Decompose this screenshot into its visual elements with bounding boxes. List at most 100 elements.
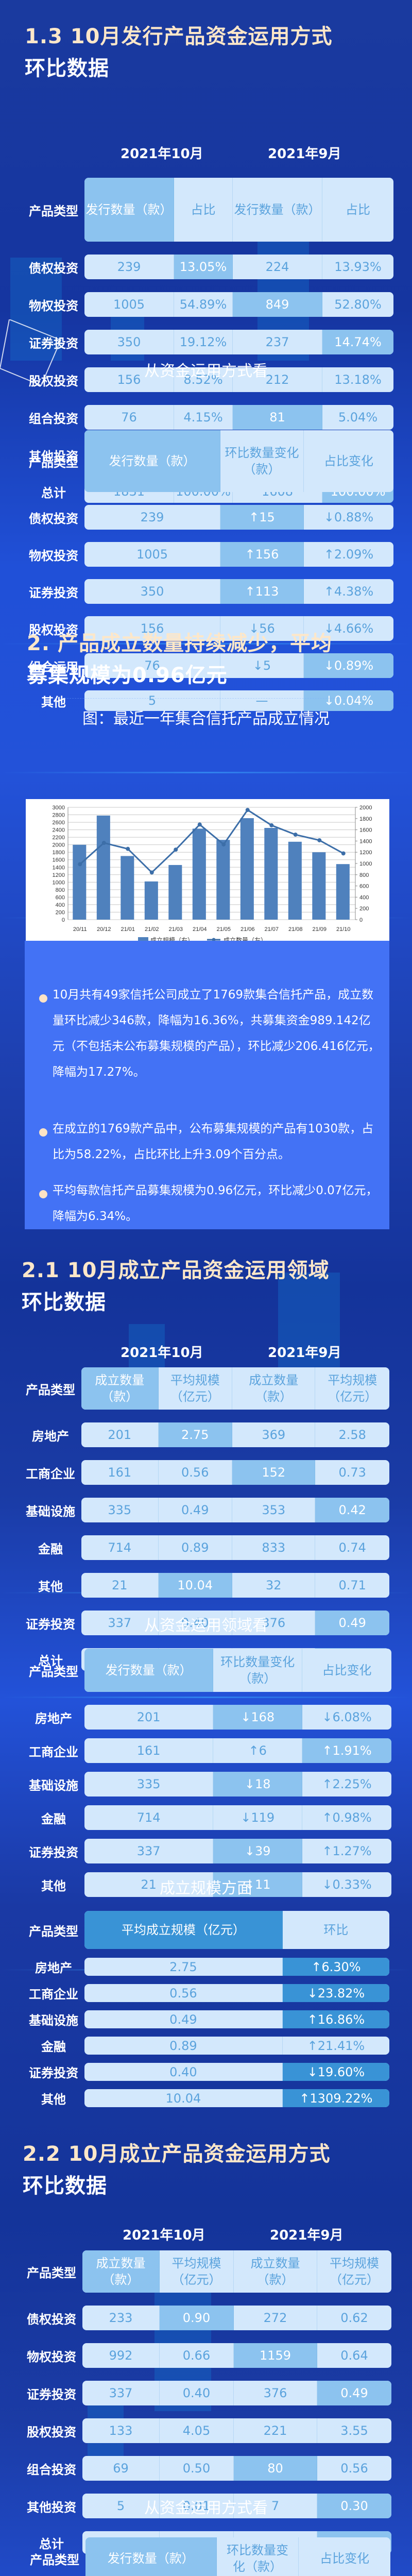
- cell: ↓39: [213, 1839, 303, 1863]
- section-title-line1: 1.3 10月发行产品资金运用方式: [25, 25, 333, 48]
- row-label: 房地产: [35, 1961, 72, 1975]
- svg-text:21/08: 21/08: [288, 926, 303, 933]
- divider: [46, 698, 366, 699]
- bullet-dot-icon: [39, 994, 47, 1003]
- row-label: 金融: [41, 1811, 66, 1826]
- bullet-dot-icon: [39, 1128, 47, 1137]
- bg-glow-line: [0, 772, 412, 773]
- row-label: 总计: [39, 2536, 64, 2551]
- header-cell: 发行数量（款）: [233, 178, 322, 242]
- svg-text:600: 600: [56, 894, 65, 901]
- table-row: 组合投资 76 4.15% 81 5.04%: [23, 405, 393, 430]
- cell: 4.15%: [174, 405, 233, 430]
- bullet-dot-icon: [39, 1190, 47, 1198]
- table-row: 其他 5— ↓0.04%: [23, 690, 393, 711]
- table-header-row: 产品类型 平均成立规模（亿元） 环比: [23, 1911, 389, 1949]
- svg-text:1400: 1400: [53, 865, 65, 871]
- row-label: 其他: [38, 1579, 63, 1594]
- summary-text-box: 10月共有49家信托公司成立了1769款集合信托产品，成立数量环比减少346款，…: [25, 941, 389, 1229]
- cell: 8.52%: [174, 367, 233, 392]
- svg-text:1200: 1200: [53, 872, 65, 878]
- table-row: 证券投资 350 ↑113 ↑4.38%: [23, 579, 393, 604]
- combo-chart: 0 200 400 600 800 1000 1200 1400 1600 1800 2000 220…: [26, 799, 389, 950]
- row-label: 其他: [41, 694, 66, 709]
- row-label: 工商企业: [29, 1987, 78, 2002]
- cell: 335: [81, 1498, 159, 1522]
- row-label: 股权投资: [27, 2425, 76, 2439]
- row-label: 工商企业: [29, 1744, 78, 1759]
- subsection-title: 成立规模方面: [160, 1879, 252, 1897]
- cell: ↑2.09%: [323, 547, 374, 562]
- table-row: 工商企业 161 0.56 152 0.73: [20, 1460, 389, 1485]
- cell: 13.18%: [334, 372, 382, 387]
- section-title-line2: 环比数据: [25, 57, 109, 80]
- table-row: 其他 10.04 ↑1309.22%: [23, 2089, 389, 2107]
- cell: ↑6.30%: [282, 1958, 389, 1976]
- section-2-2-title: 2.2 10月成立产品资金运用方式 环比数据: [23, 2138, 393, 2202]
- cell: 19.12%: [174, 330, 233, 354]
- cell: 156: [84, 367, 174, 392]
- table-row: 金融 714 0.89 833 0.74: [20, 1535, 389, 1560]
- year-oct-label: 2021年10月: [121, 1345, 203, 1361]
- svg-text:21/01: 21/01: [121, 926, 135, 933]
- table-row: 房地产 201 2.75 369 2.58: [20, 1422, 389, 1447]
- cell: ↓6.08%: [322, 1710, 372, 1724]
- header-cell: 平均规模（亿元）: [160, 2250, 234, 2293]
- row-label: 证券投资: [27, 2387, 76, 2402]
- header-cell: 平均规模（亿元）: [330, 2256, 379, 2287]
- row-label: 证券投资: [29, 2066, 78, 2080]
- header-cell: 发行数量（款）: [84, 178, 174, 242]
- cell: 5: [82, 2494, 160, 2518]
- svg-text:400: 400: [56, 902, 65, 908]
- table-row: 房地产 2.75 ↑6.30%: [23, 1958, 389, 1976]
- cell: 2.75: [84, 1958, 283, 1976]
- table-row: 物权投资 992 0.66 1159 0.64: [21, 2343, 391, 2368]
- cell: 0.73: [338, 1465, 366, 1480]
- table-row: 工商企业 161 ↑6 ↑1.91%: [23, 1738, 391, 1763]
- bullet-item: 10月共有49家信托公司成立了1769款集合信托产品，成立数量环比减少346款，…: [39, 982, 381, 1085]
- cell: 10.04: [158, 1573, 233, 1598]
- header-cell: 平均成立规模（亿元）: [84, 1911, 283, 1949]
- cell: ↓56: [220, 616, 304, 641]
- cell: 237: [233, 330, 322, 354]
- table-row: 其他 21 10.04 32 0.71: [20, 1573, 389, 1598]
- cell: 0.01: [160, 2494, 234, 2518]
- header-label: 产品类型: [26, 1382, 75, 1397]
- svg-text:21/04: 21/04: [193, 926, 207, 933]
- cell: 992: [82, 2343, 160, 2368]
- year-oct-label: 2021年10月: [121, 146, 203, 162]
- table-row: 股权投资 156 ↓56 ↓4.66%: [23, 616, 393, 641]
- row-label: 其他: [41, 2092, 66, 2107]
- row-label: 总计: [41, 485, 66, 500]
- row-label: 证券投资: [29, 585, 78, 600]
- table-row: 基础设施 335 ↓18 ↑2.25%: [23, 1772, 391, 1797]
- svg-text:2400: 2400: [53, 827, 65, 834]
- year-headers: 2021年10月 2021年9月: [0, 1342, 412, 1363]
- table-row: 其他 21 ↓11 ↓0.33%: [23, 1872, 391, 1897]
- table-row: 金融 714 ↓119 ↑0.98%: [23, 1805, 391, 1830]
- svg-text:0: 0: [359, 917, 363, 923]
- cell: ↓18: [213, 1772, 303, 1797]
- cell: 3.55: [340, 2424, 368, 2438]
- cell: 337: [81, 1611, 159, 1635]
- s22-change-table: 产品类型 发行数量（款） 环比数量变化（款） 占比变化 债权投资233↓39↑0…: [24, 2537, 390, 2576]
- cell: ↑156: [220, 542, 304, 567]
- cell: 1005: [84, 542, 220, 567]
- svg-text:1200: 1200: [359, 850, 372, 856]
- header-label: 产品类型: [29, 1924, 78, 1939]
- cell: 0.40: [84, 2063, 283, 2081]
- header-label: 产品类型: [29, 1664, 78, 1679]
- bg-glow-line: [0, 1697, 412, 1698]
- cell: 4.05: [160, 2418, 234, 2443]
- cell: 0.64: [340, 2348, 368, 2363]
- cell: 0.49: [315, 1611, 389, 1635]
- year-sep-label: 2021年9月: [270, 2228, 344, 2243]
- table-header-row: 产品类型 发行数量（款） 环比数量变化（款） 占比变化: [24, 2537, 390, 2576]
- s21-compare-table: 产品类型 成立数量（款） 平均规模（亿元） 成立数量（款） 平均规模（亿元） 房…: [20, 1367, 389, 1684]
- header-cell: 环比数量变化（款）: [220, 430, 304, 492]
- row-label: 房地产: [32, 1429, 69, 1444]
- svg-text:21/03: 21/03: [168, 926, 183, 933]
- svg-text:2000: 2000: [359, 805, 372, 811]
- section-title-line2: 环比数据: [23, 2174, 107, 2198]
- cell: ↓0.88%: [323, 510, 374, 524]
